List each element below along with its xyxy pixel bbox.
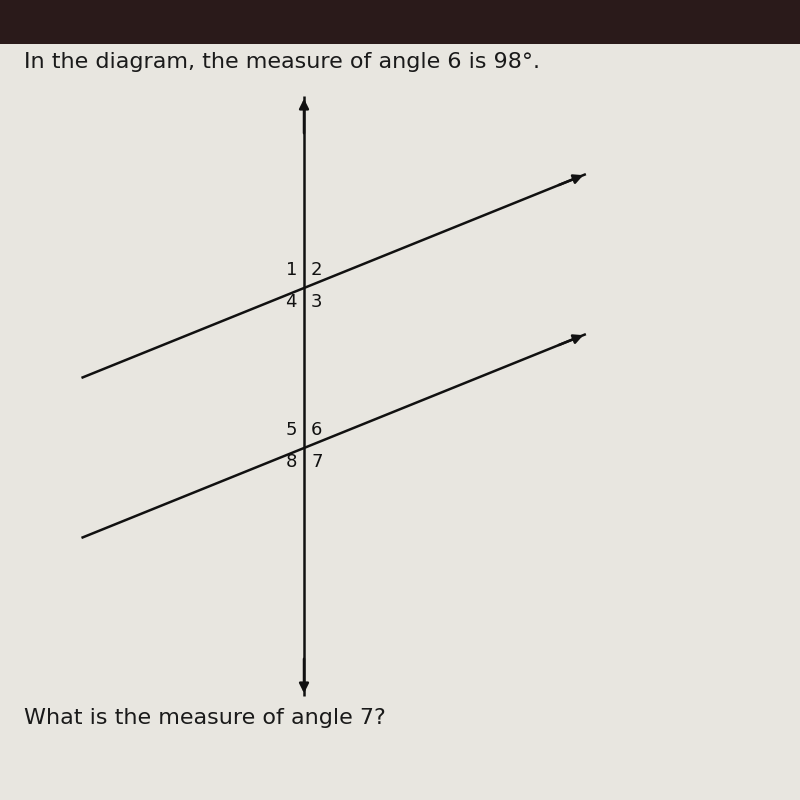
- Text: 7: 7: [311, 454, 322, 471]
- Text: 8: 8: [286, 454, 297, 471]
- Text: 5: 5: [286, 421, 297, 439]
- Text: 1: 1: [286, 261, 297, 279]
- Text: 3: 3: [311, 294, 322, 311]
- Bar: [0, 0, 800, 44]
- Text: 2: 2: [311, 261, 322, 279]
- Text: 6: 6: [311, 421, 322, 439]
- Text: What is the measure of angle 7?: What is the measure of angle 7?: [24, 708, 386, 728]
- Text: 4: 4: [286, 294, 297, 311]
- Text: In the diagram, the measure of angle 6 is 98°.: In the diagram, the measure of angle 6 i…: [24, 52, 540, 72]
